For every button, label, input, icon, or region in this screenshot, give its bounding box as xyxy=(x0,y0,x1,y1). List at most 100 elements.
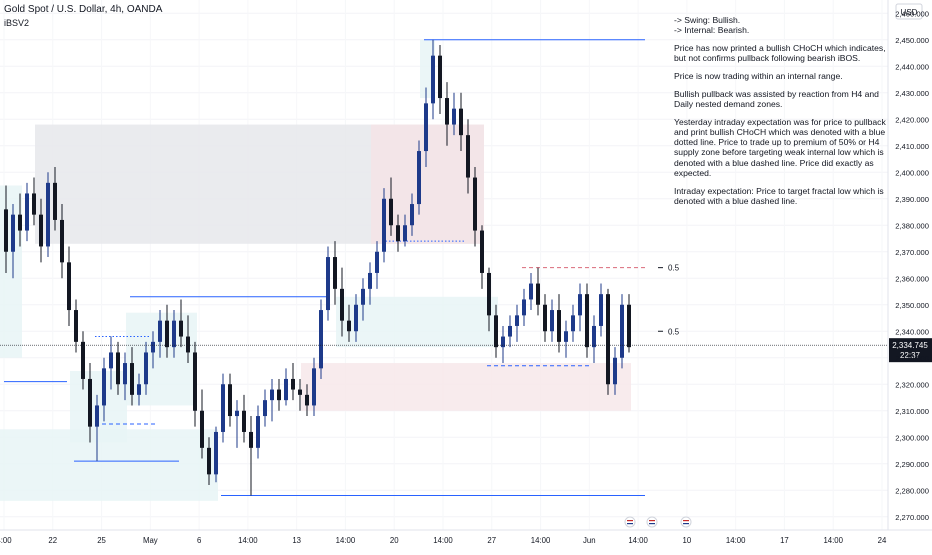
flag-stripe-icon xyxy=(627,520,633,522)
candle-up xyxy=(354,304,358,332)
x-tick-label: 14:00 xyxy=(238,536,258,545)
candle-down xyxy=(88,378,92,427)
candle-up xyxy=(417,151,421,205)
candle-up xyxy=(270,389,274,401)
candle-up xyxy=(424,103,428,152)
candle-down xyxy=(585,294,589,348)
candle-up xyxy=(235,410,239,417)
candle-up xyxy=(410,204,414,226)
x-tick-label: 22 xyxy=(48,536,57,545)
candle-up xyxy=(431,55,435,104)
current-price-value: 2,334.745 xyxy=(892,341,928,350)
y-tick-label: 2,300.000 xyxy=(895,433,929,442)
candle-down xyxy=(396,225,400,242)
zones-layer xyxy=(0,39,631,501)
candle-up xyxy=(263,400,267,417)
candle-up xyxy=(452,108,456,125)
x-tick-label: 4:00 xyxy=(0,536,12,545)
us-flag-event-icon xyxy=(646,516,658,528)
candle-down xyxy=(186,336,190,353)
note-demand: Bullish pullback was assisted by reactio… xyxy=(674,88,879,109)
candle-up xyxy=(382,198,386,252)
candle-down xyxy=(438,55,442,99)
candle-up xyxy=(620,304,624,358)
demand-zone xyxy=(0,429,218,501)
fib-label: 0.5 xyxy=(668,327,680,336)
analysis-notes: -> Swing: Bullish. -> Internal: Bearish.… xyxy=(674,15,886,214)
candle-up xyxy=(95,405,99,427)
candle-down xyxy=(466,135,470,178)
candle-up xyxy=(578,294,582,316)
candle-down xyxy=(130,363,134,395)
candle-down xyxy=(480,230,484,273)
candle-down xyxy=(557,310,561,342)
currency-box[interactable] xyxy=(895,3,923,20)
candle-down xyxy=(298,389,302,395)
candle-down xyxy=(487,272,491,316)
y-tick-label: 2,430.000 xyxy=(895,89,929,98)
x-tick-label: Jun xyxy=(583,536,596,545)
y-tick-label: 2,350.000 xyxy=(895,301,929,310)
candle-up xyxy=(312,368,316,406)
candle-up xyxy=(368,272,372,289)
supply-zone xyxy=(301,363,631,411)
candle-up xyxy=(613,357,617,385)
candle-down xyxy=(459,108,463,136)
candle-up xyxy=(403,225,407,242)
candle-up xyxy=(102,368,106,406)
candle-down xyxy=(18,214,22,231)
candle-down xyxy=(340,288,344,321)
currency-label: USD xyxy=(901,8,918,17)
indicator-label[interactable]: iBSV2 xyxy=(4,18,30,28)
candle-down xyxy=(165,320,169,348)
candle-up xyxy=(144,352,148,385)
candle-up xyxy=(501,336,505,348)
candle-down xyxy=(228,384,232,417)
x-tick-label: 17 xyxy=(780,536,789,545)
candle-down xyxy=(60,219,64,263)
demand-zone xyxy=(336,296,498,348)
candle-down xyxy=(445,98,449,125)
candle-up xyxy=(158,320,162,342)
candle-down xyxy=(389,198,393,226)
y-tick-label: 2,450.000 xyxy=(895,36,929,45)
candle-up xyxy=(172,320,176,348)
fib-labels-layer: 0.5 0.5 xyxy=(658,264,680,336)
candle-up xyxy=(571,315,575,332)
candle-up xyxy=(550,310,554,332)
candle-down xyxy=(53,182,57,220)
candle-down xyxy=(207,447,211,475)
us-flag-event-icon xyxy=(624,516,636,528)
note-intraday: Intraday expectation: Price to target fr… xyxy=(674,185,884,206)
y-tick-label: 2,390.000 xyxy=(895,195,929,204)
y-tick-label: 2,460.000 xyxy=(895,9,929,18)
symbol-title[interactable]: Gold Spot / U.S. Dollar, 4h, OANDA xyxy=(4,4,163,15)
x-tick-label: 14:00 xyxy=(726,536,746,545)
y-tick-label: 2,290.000 xyxy=(895,460,929,469)
note-range: Price is now trading within an internal … xyxy=(674,71,843,81)
x-tick-label: 14:00 xyxy=(433,536,453,545)
candle-down xyxy=(242,410,246,432)
candle-down xyxy=(32,193,36,215)
candle-down xyxy=(494,315,498,348)
candle-down xyxy=(606,294,610,385)
x-tick-label: 27 xyxy=(487,536,496,545)
candle-down xyxy=(333,257,337,289)
candle-down xyxy=(277,389,281,401)
candle-down xyxy=(347,320,351,332)
candle-up xyxy=(151,341,155,353)
candle-down xyxy=(627,304,631,348)
candle-up xyxy=(319,310,323,369)
candle-up xyxy=(592,325,596,348)
x-tick-label: 14:00 xyxy=(531,536,551,545)
y-tick-label: 2,310.000 xyxy=(895,407,929,416)
y-tick-label: 2,380.000 xyxy=(895,221,929,230)
y-tick-label: 2,340.000 xyxy=(895,327,929,336)
candle-up xyxy=(11,214,15,252)
candle-down xyxy=(305,394,309,406)
candle-down xyxy=(74,310,78,342)
candle-up xyxy=(564,331,568,342)
note-choch: Price has now printed a bullish CHoCH wh… xyxy=(674,43,886,64)
